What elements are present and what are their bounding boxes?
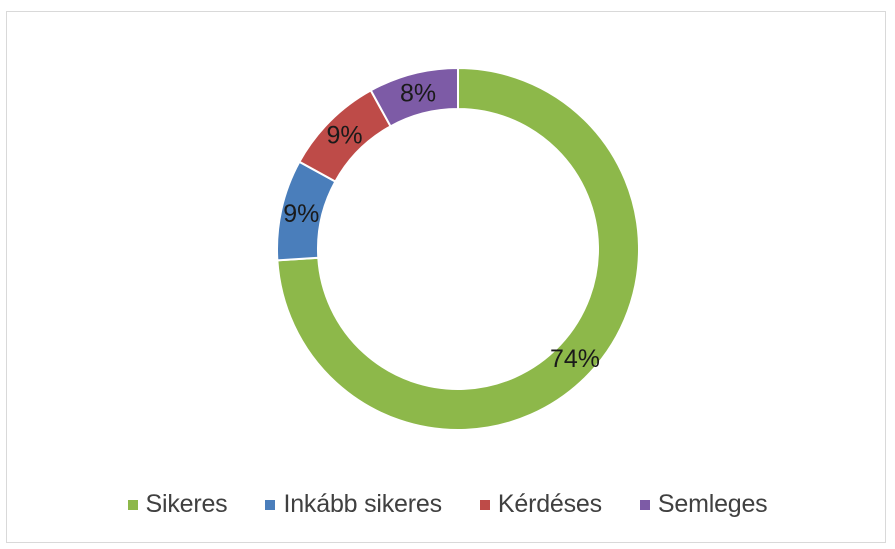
legend-item-kerdeses: Kérdéses	[479, 490, 602, 519]
data-label: 9%	[283, 200, 319, 228]
donut-slice-semleges	[369, 66, 459, 128]
legend-swatch	[127, 499, 138, 510]
data-label: 8%	[400, 80, 436, 108]
donut-slices	[276, 66, 640, 431]
legend-item-semleges: Semleges	[639, 490, 768, 519]
donut-slice-sikeres	[276, 66, 640, 431]
legend-label: Semleges	[657, 490, 768, 518]
legend-item-sikeres: Sikeres	[127, 490, 228, 519]
chart-legend: Sikeres Inkább sikeres Kérdéses Semleges	[0, 490, 895, 519]
legend-label: Kérdéses	[497, 490, 602, 518]
data-label: 74%	[550, 345, 600, 373]
legend-swatch	[639, 499, 650, 510]
legend-swatch	[265, 499, 276, 510]
donut-data-labels: 74% 9% 9% 8%	[283, 80, 600, 373]
legend-label: Sikeres	[145, 490, 228, 518]
data-label: 9%	[326, 122, 362, 150]
legend-item-inkabb-sikeres: Inkább sikeres	[265, 490, 442, 519]
legend-swatch	[479, 499, 490, 510]
legend-label: Inkább sikeres	[283, 490, 442, 518]
